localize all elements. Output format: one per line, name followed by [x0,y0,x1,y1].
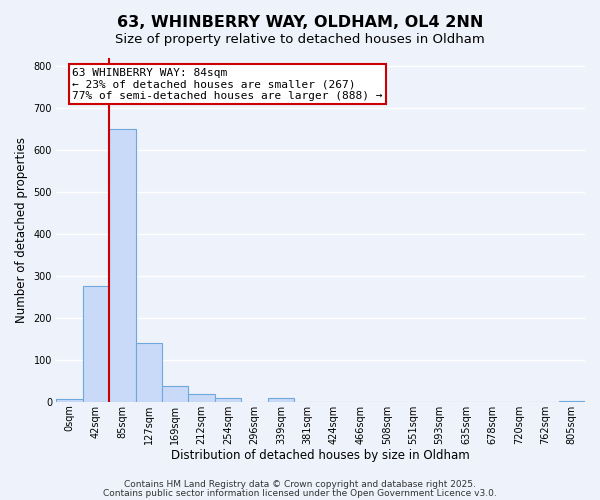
Bar [215,398,241,402]
Y-axis label: Number of detached properties: Number of detached properties [15,136,28,322]
Bar [83,286,109,402]
Text: Contains public sector information licensed under the Open Government Licence v3: Contains public sector information licen… [103,488,497,498]
Bar [162,386,188,402]
Text: Size of property relative to detached houses in Oldham: Size of property relative to detached ho… [115,32,485,46]
Bar [109,129,136,402]
Bar [188,394,215,402]
Bar [268,398,294,402]
X-axis label: Distribution of detached houses by size in Oldham: Distribution of detached houses by size … [171,450,470,462]
Text: 63 WHINBERRY WAY: 84sqm
← 23% of detached houses are smaller (267)
77% of semi-d: 63 WHINBERRY WAY: 84sqm ← 23% of detache… [72,68,383,101]
Bar [559,400,585,402]
Bar [136,343,162,402]
Text: 63, WHINBERRY WAY, OLDHAM, OL4 2NN: 63, WHINBERRY WAY, OLDHAM, OL4 2NN [117,15,483,30]
Bar [56,399,83,402]
Text: Contains HM Land Registry data © Crown copyright and database right 2025.: Contains HM Land Registry data © Crown c… [124,480,476,489]
